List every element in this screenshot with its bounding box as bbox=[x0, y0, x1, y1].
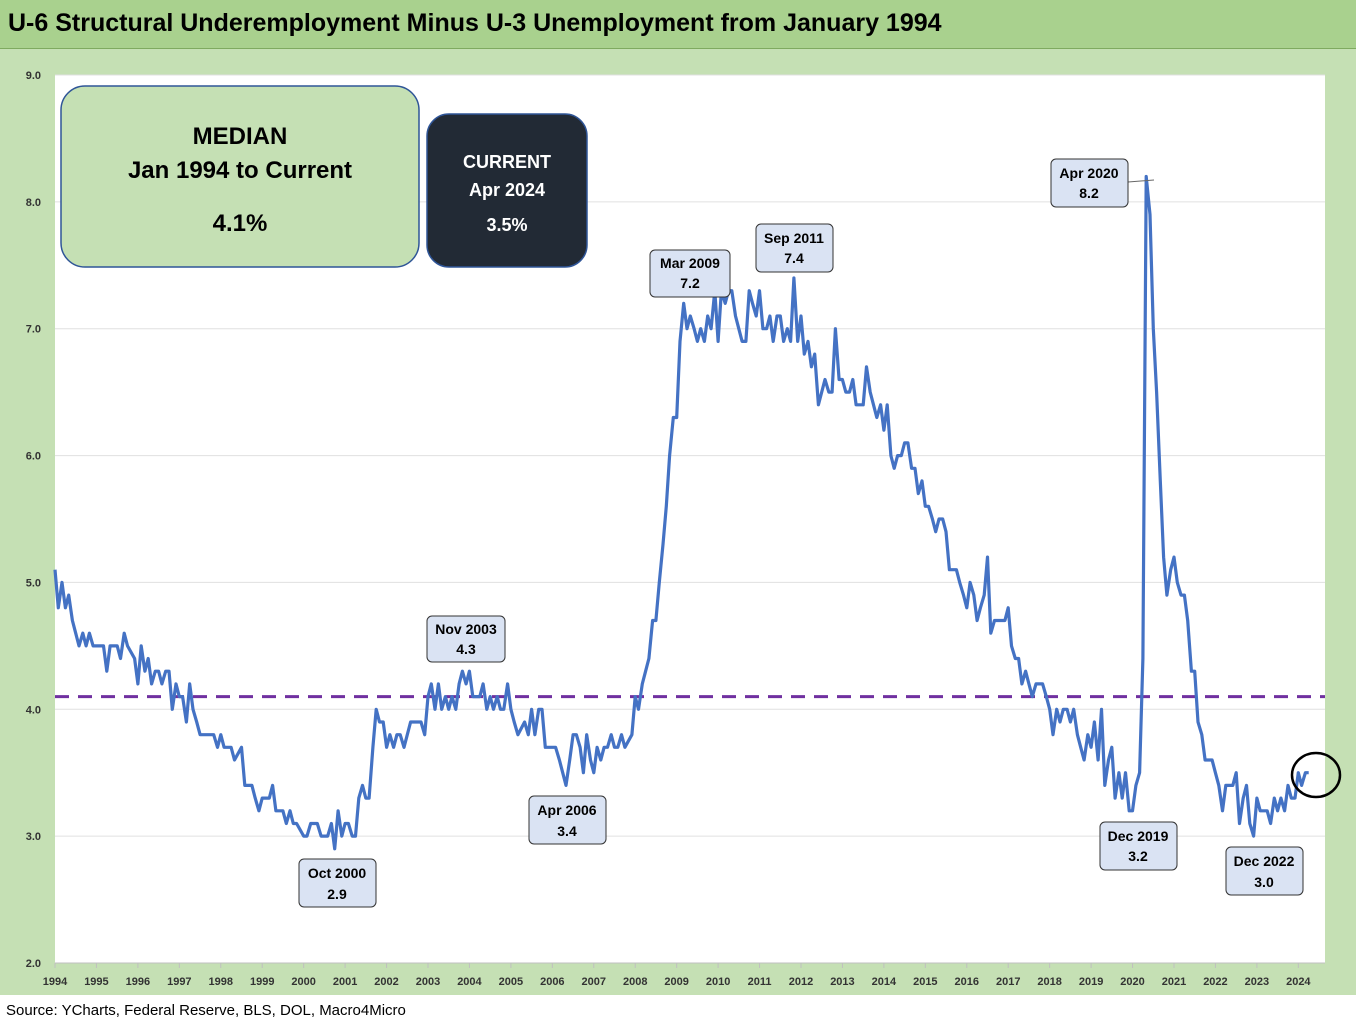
annotation-value: 7.2 bbox=[680, 275, 700, 291]
x-tick-label: 2017 bbox=[996, 976, 1020, 988]
current-box: CURRENT Apr 2024 3.5% bbox=[426, 113, 588, 268]
current-box-background bbox=[426, 113, 588, 268]
median-box-period: Jan 1994 to Current bbox=[128, 157, 352, 184]
annotation-value: 4.3 bbox=[456, 641, 476, 657]
annotation-label: Nov 2003 bbox=[435, 621, 497, 637]
current-box-period: Apr 2024 bbox=[469, 180, 545, 200]
annotation-box bbox=[1225, 846, 1304, 896]
annotation-mar-2009: Mar 2009 7.2 bbox=[649, 249, 731, 298]
annotation-label: Dec 2019 bbox=[1108, 828, 1169, 844]
source-note: Source: YCharts, Federal Reserve, BLS, D… bbox=[6, 1002, 406, 1019]
annotation-value: 2.9 bbox=[327, 886, 347, 902]
x-tick-label: 2018 bbox=[1037, 976, 1061, 988]
annotation-apr-2006: Apr 2006 3.4 bbox=[528, 795, 607, 845]
x-tick-label: 2002 bbox=[374, 976, 398, 988]
median-box-value: 4.1% bbox=[213, 210, 268, 237]
title-bar: U-6 Structural Underemployment Minus U-3… bbox=[0, 0, 1356, 49]
x-tick-label: 1996 bbox=[126, 976, 150, 988]
x-tick-label: 2010 bbox=[706, 976, 730, 988]
y-tick-label: 8.0 bbox=[26, 197, 41, 209]
y-tick-label: 5.0 bbox=[26, 577, 41, 589]
annotation-box bbox=[298, 858, 377, 908]
annotation-value: 3.2 bbox=[1128, 848, 1148, 864]
x-axis: 1994 1995 1996 1997 1998 1999 2000 2001 2002 2003… bbox=[43, 962, 1325, 988]
series-line bbox=[53, 174, 1309, 851]
chart-area: 2.03.04.05.06.07.08.09.0 1994 1995 1996 199… bbox=[26, 70, 1342, 988]
x-tick-label: 2016 bbox=[955, 976, 979, 988]
annotation-label: Oct 2000 bbox=[308, 865, 367, 881]
annotation-box bbox=[755, 223, 834, 273]
x-tick-label: 1997 bbox=[167, 976, 191, 988]
x-tick-label: 2004 bbox=[457, 976, 482, 988]
x-tick-label: 2007 bbox=[582, 976, 606, 988]
y-tick-label: 7.0 bbox=[26, 324, 41, 336]
median-box: MEDIAN Jan 1994 to Current 4.1% bbox=[60, 85, 420, 268]
annotation-label: Apr 2020 bbox=[1059, 165, 1118, 181]
median-box-label: MEDIAN bbox=[193, 123, 288, 150]
chart-title: U-6 Structural Underemployment Minus U-3… bbox=[8, 9, 942, 37]
annotation-dec-2022: Dec 2022 3.0 bbox=[1225, 846, 1304, 896]
x-tick-label: 2013 bbox=[830, 976, 854, 988]
x-tick-label: 2022 bbox=[1203, 976, 1227, 988]
current-box-label: CURRENT bbox=[463, 152, 551, 172]
annotation-value: 7.4 bbox=[784, 250, 804, 266]
annotation-box bbox=[426, 615, 506, 663]
x-tick-label: 2014 bbox=[872, 976, 897, 988]
annotation-value: 3.0 bbox=[1254, 874, 1274, 890]
y-tick-label: 9.0 bbox=[26, 70, 41, 82]
x-tick-label: 2003 bbox=[416, 976, 440, 988]
x-tick-label: 2019 bbox=[1079, 976, 1103, 988]
annotation-dec-2019: Dec 2019 3.2 bbox=[1099, 821, 1178, 871]
y-tick-label: 6.0 bbox=[26, 451, 41, 463]
current-value-circle bbox=[1290, 751, 1342, 799]
x-tick-label: 2006 bbox=[540, 976, 564, 988]
x-tick-label: 2021 bbox=[1162, 976, 1186, 988]
annotation-box bbox=[1050, 158, 1129, 208]
annotation-nov-2003: Nov 2003 4.3 bbox=[426, 615, 506, 663]
y-tick-label: 4.0 bbox=[26, 704, 41, 716]
x-tick-label: 2024 bbox=[1286, 976, 1311, 988]
x-tick-label: 2001 bbox=[333, 976, 357, 988]
y-axis: 2.0 3.0 4.0 5.0 6.0 7.0 8.0 9.0 bbox=[26, 70, 41, 970]
x-tick-label: 2023 bbox=[1245, 976, 1269, 988]
y-tick-label: 3.0 bbox=[26, 831, 41, 843]
annotation-box bbox=[649, 249, 731, 298]
annotation-label: Mar 2009 bbox=[660, 255, 720, 271]
annotation-label: Sep 2011 bbox=[764, 230, 824, 246]
x-tick-label: 1998 bbox=[209, 976, 233, 988]
x-tick-label: 2015 bbox=[913, 976, 937, 988]
annotation-leader-line bbox=[1127, 179, 1155, 183]
current-box-value: 3.5% bbox=[486, 215, 527, 235]
annotation-apr-2020: Apr 2020 8.2 bbox=[1050, 158, 1155, 208]
x-tick-label: 1995 bbox=[84, 976, 108, 988]
x-tick-label: 2009 bbox=[664, 976, 688, 988]
median-box-background bbox=[60, 85, 420, 268]
x-tick-label: 2000 bbox=[291, 976, 315, 988]
annotation-value: 3.4 bbox=[557, 823, 577, 839]
x-tick-label: 2020 bbox=[1120, 976, 1144, 988]
annotation-label: Apr 2006 bbox=[537, 802, 596, 818]
annotation-box bbox=[528, 795, 607, 845]
annotation-value: 8.2 bbox=[1079, 185, 1099, 201]
x-tick-label: 2008 bbox=[623, 976, 647, 988]
y-tick-label: 2.0 bbox=[26, 958, 41, 970]
x-tick-label: 1994 bbox=[43, 976, 68, 988]
annotation-label: Dec 2022 bbox=[1234, 853, 1295, 869]
x-tick-label: 2011 bbox=[748, 976, 772, 988]
annotation-oct-2000: Oct 2000 2.9 bbox=[298, 858, 377, 908]
annotation-box bbox=[1099, 821, 1178, 871]
x-tick-label: 2005 bbox=[499, 976, 523, 988]
x-tick-label: 2012 bbox=[789, 976, 813, 988]
annotation-sep-2011: Sep 2011 7.4 bbox=[755, 223, 834, 273]
x-tick-label: 1999 bbox=[250, 976, 274, 988]
